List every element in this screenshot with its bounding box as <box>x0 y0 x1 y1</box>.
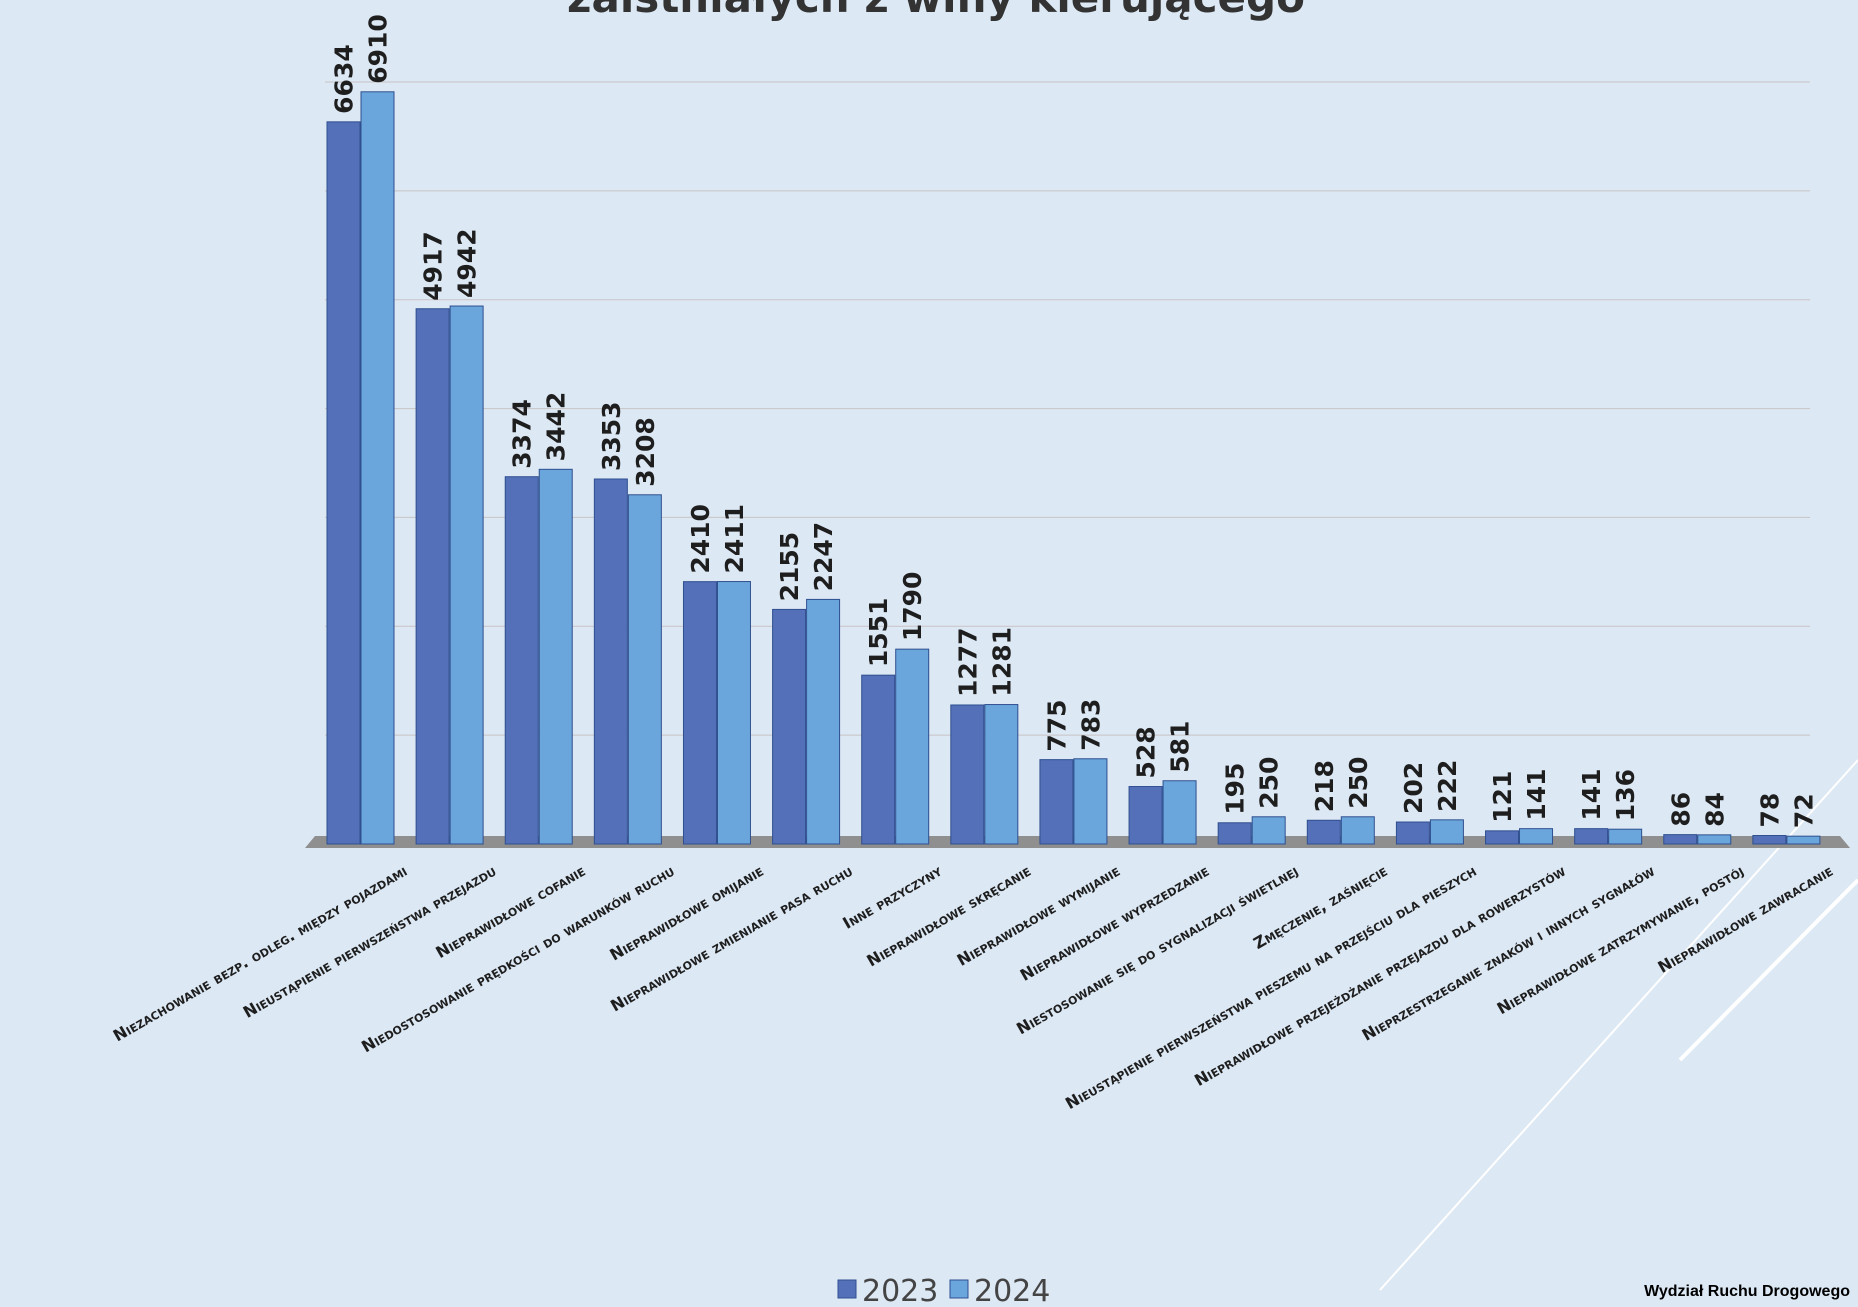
bar <box>1664 835 1697 844</box>
bar <box>1609 829 1642 844</box>
chart-title: zaistniałych z winy kierującego <box>567 0 1305 22</box>
bar <box>1252 817 1285 844</box>
value-label: 218 <box>1310 760 1339 812</box>
bar <box>896 649 929 844</box>
value-label: 3208 <box>631 417 660 487</box>
value-label: 3374 <box>508 399 537 469</box>
value-label: 250 <box>1344 757 1373 809</box>
bar <box>1430 820 1463 844</box>
value-label: 72 <box>1789 793 1818 828</box>
bar <box>1341 817 1374 844</box>
page: {"chart_data": {"type": "bar", "title": … <box>0 0 1858 1307</box>
value-label: 783 <box>1076 699 1105 751</box>
value-label: 222 <box>1433 760 1462 812</box>
bar <box>416 309 449 844</box>
bar <box>1787 836 1820 844</box>
legend-label: 2024 <box>974 1274 1050 1307</box>
value-label: 136 <box>1611 769 1640 821</box>
value-label: 6634 <box>330 44 359 114</box>
value-label: 775 <box>1042 699 1071 751</box>
bar <box>594 479 627 844</box>
value-label: 581 <box>1166 721 1195 773</box>
value-label: 2411 <box>720 504 749 574</box>
legend-swatch <box>950 1280 968 1298</box>
bar <box>539 469 572 844</box>
chart: zaistniałych z winy kierującego Wydział … <box>0 0 1858 1307</box>
bar <box>450 306 483 844</box>
value-label: 84 <box>1700 792 1729 827</box>
footer: Wydział Ruchu Drogowego <box>1644 1283 1850 1300</box>
value-label: 1281 <box>987 627 1016 697</box>
value-label: 6910 <box>364 14 393 84</box>
value-label: 2155 <box>775 532 804 602</box>
bar <box>683 582 716 844</box>
bar <box>1074 759 1107 844</box>
bar <box>951 705 984 844</box>
value-label: 141 <box>1577 768 1606 820</box>
bar <box>1163 781 1196 844</box>
value-label: 4917 <box>419 231 448 301</box>
value-label: 250 <box>1255 757 1284 809</box>
bar <box>1396 822 1429 844</box>
bar <box>1698 835 1731 844</box>
bar <box>327 122 360 844</box>
bar <box>628 495 661 844</box>
value-label: 141 <box>1522 768 1551 820</box>
bar <box>1040 760 1073 844</box>
bar <box>505 477 538 844</box>
legend-swatch <box>838 1280 856 1298</box>
bar <box>807 599 840 844</box>
value-label: 1790 <box>898 572 927 642</box>
bar <box>1307 820 1340 844</box>
value-label: 86 <box>1666 792 1695 827</box>
value-label: 3353 <box>597 401 626 471</box>
value-label: 121 <box>1488 771 1517 823</box>
value-label: 2410 <box>686 504 715 574</box>
value-label: 3442 <box>542 392 571 462</box>
bar <box>1753 836 1786 844</box>
value-label: 1277 <box>953 627 982 697</box>
value-label: 202 <box>1399 762 1428 814</box>
bar <box>361 92 394 844</box>
value-label: 2247 <box>809 522 838 592</box>
value-label: 4942 <box>453 228 482 298</box>
value-label: 528 <box>1132 726 1161 778</box>
value-label: 78 <box>1755 793 1784 828</box>
bar <box>1218 823 1251 844</box>
bar <box>1520 829 1553 844</box>
bar <box>717 582 750 844</box>
bar <box>773 609 806 844</box>
bar <box>1486 831 1519 844</box>
bar <box>985 705 1018 844</box>
bar <box>862 675 895 844</box>
value-label: 1551 <box>864 598 893 668</box>
bar <box>1129 787 1162 844</box>
legend-label: 2023 <box>862 1274 938 1307</box>
value-label: 195 <box>1221 763 1250 815</box>
bar <box>1575 829 1608 844</box>
